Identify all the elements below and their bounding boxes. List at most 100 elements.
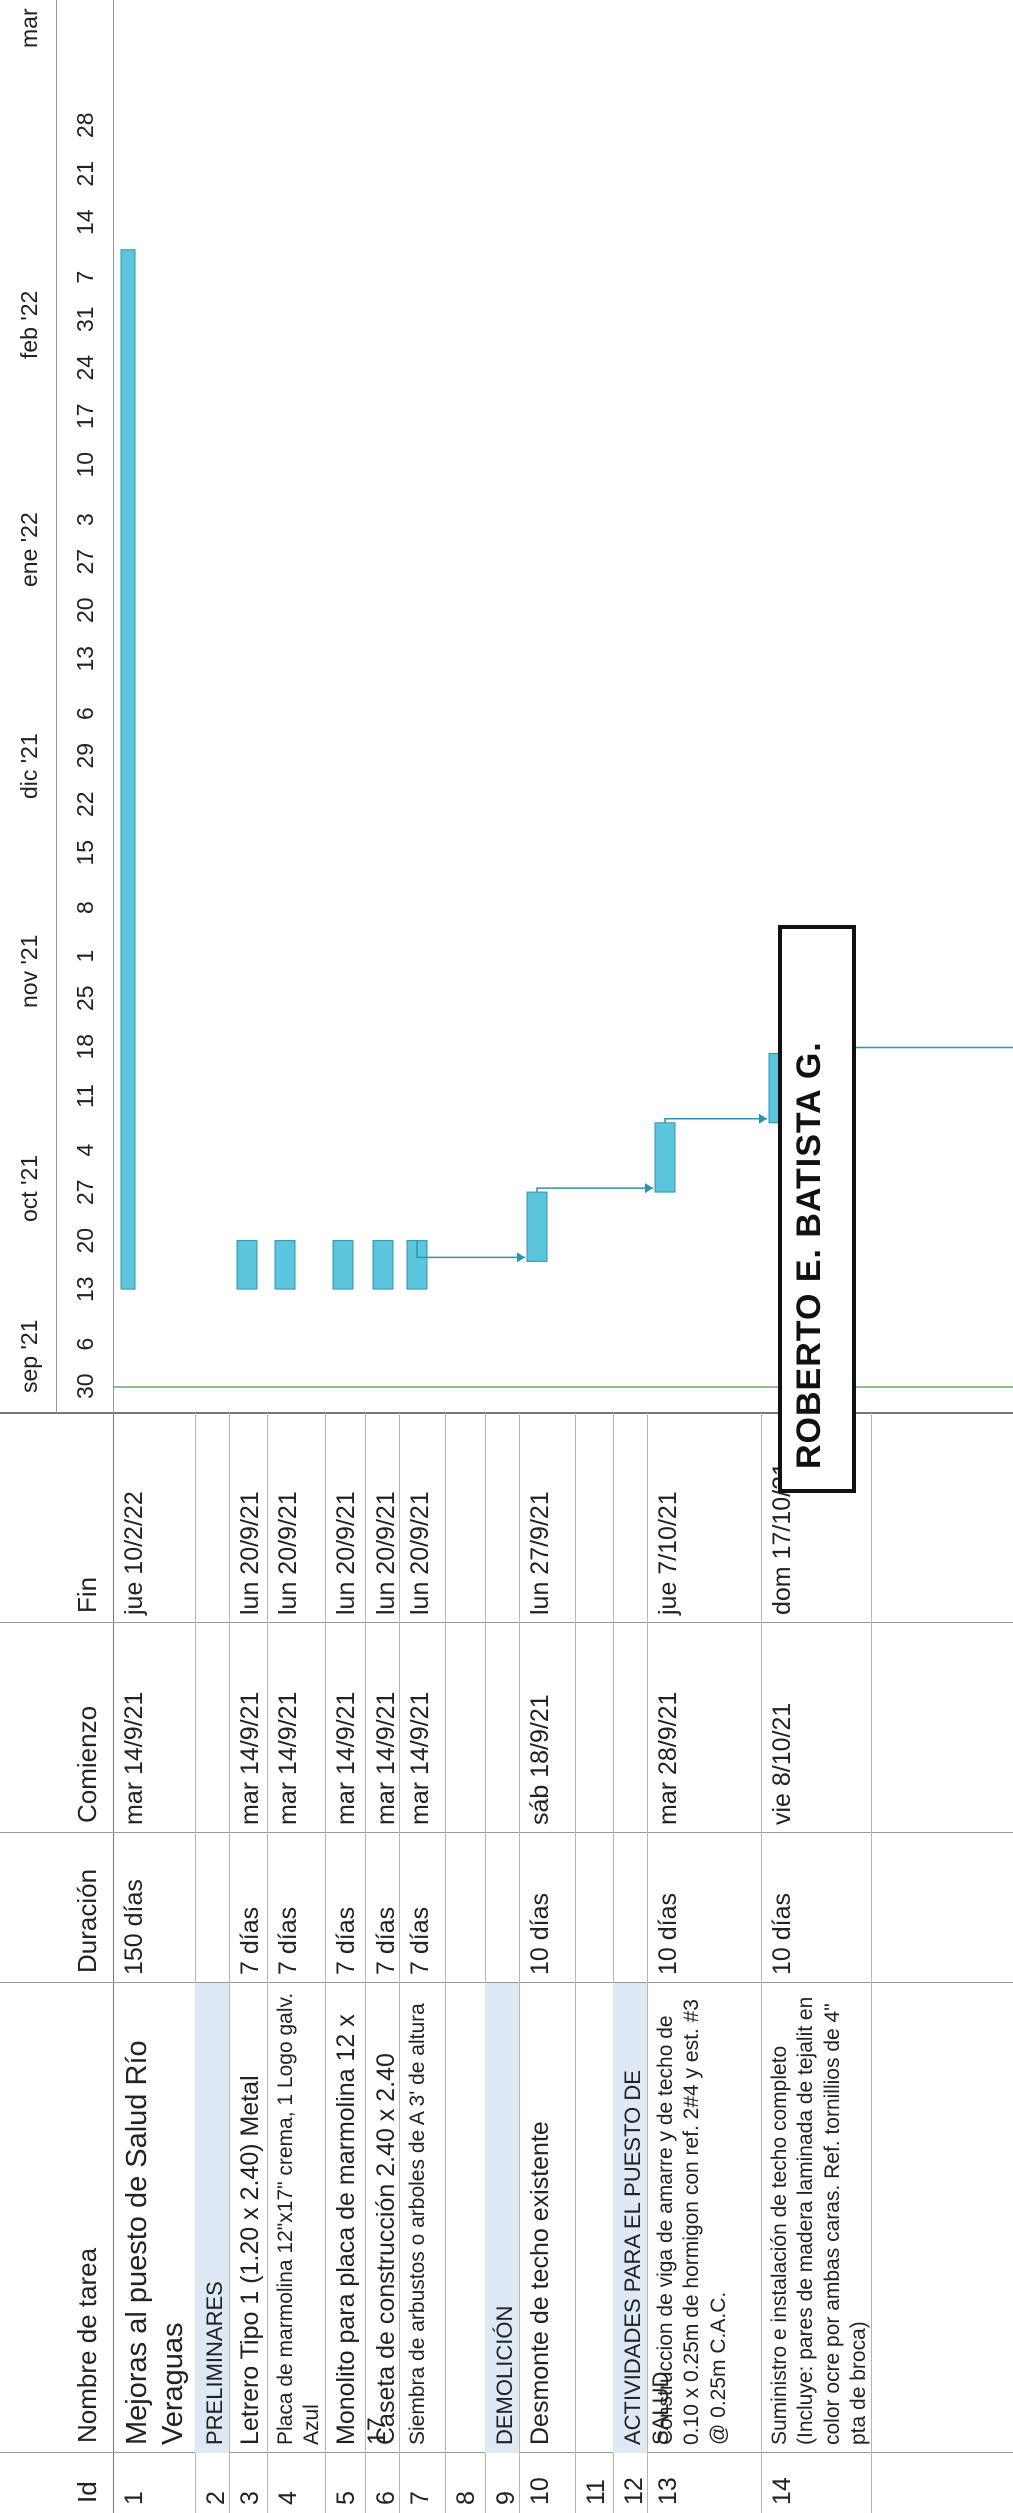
task-name: Letrero Tipo 1 (1.20 x 2.40) Metal — [236, 2075, 264, 2445]
table-row[interactable]: 5 Monolito para placa de marmolina 12 x 1… — [325, 1413, 392, 2513]
task-duration — [613, 1833, 647, 1983]
table-row[interactable]: 7 Siembra de arbustos o arboles de A 3' d… — [399, 1413, 446, 2513]
col-header-name[interactable]: Nombre de tarea — [0, 1983, 114, 2453]
task-finish: lun 20/9/21 — [332, 1491, 360, 1615]
dependency-arrowhead — [517, 1252, 525, 1263]
task-id: 5 — [332, 2491, 360, 2505]
task-name: Siembra de arbustos o arboles de A 3' de… — [406, 2003, 429, 2445]
table-row[interactable]: 1 Mejoras al puesto de Salud Río Veraguas… — [113, 1413, 196, 2513]
task-start — [575, 1623, 613, 1833]
task-name: Caseta de construcción 2.40 x 2.40 — [372, 2053, 400, 2445]
gantt-bar[interactable] — [236, 1240, 258, 1290]
gantt-bar[interactable] — [274, 1240, 296, 1290]
task-id: 7 — [406, 2491, 434, 2505]
task-id: 9 — [492, 2491, 520, 2505]
task-name: Monolito para placa de marmolina 12 x 17 — [332, 2014, 392, 2445]
col-header-duration[interactable]: Duración — [0, 1833, 114, 1983]
task-duration: 7 días — [406, 1906, 434, 1975]
task-table: Id Nombre de tarea Duración Comienzo Fin… — [0, 1412, 1013, 2513]
task-start: vie 8/10/21 — [768, 1702, 796, 1825]
task-start — [485, 1623, 519, 1833]
task-id: 2 — [202, 2491, 230, 2505]
task-start — [195, 1623, 229, 1833]
table-row[interactable]: 13 Construccion de viga de amarre y de te… — [647, 1413, 762, 2513]
task-finish: lun 20/9/21 — [406, 1491, 434, 1615]
task-name: Placa de marmolina 12"x17" crema, 1 Logo… — [274, 1992, 324, 2445]
dependency-arrow — [664, 1118, 767, 1123]
task-finish — [485, 1413, 519, 1623]
gantt-bar[interactable] — [372, 1240, 394, 1290]
task-duration — [485, 1833, 519, 1983]
task-id: 12 — [620, 2477, 648, 2505]
task-id: 10 — [526, 2477, 554, 2505]
table-row[interactable]: 11 — [575, 1413, 614, 2513]
col-header-finish[interactable]: Fin — [0, 1413, 114, 1623]
gantt-bar[interactable] — [120, 249, 136, 1290]
task-id: 14 — [768, 2477, 796, 2505]
gantt-bar[interactable] — [654, 1122, 676, 1193]
task-name — [575, 1983, 613, 2453]
task-start: sáb 18/9/21 — [526, 1694, 554, 1825]
gantt-bar[interactable] — [332, 1240, 354, 1290]
table-row[interactable]: 10 Desmonte de techo existente 10 días sáb … — [519, 1413, 576, 2513]
task-name: ACTIVIDADES PARA EL PUESTO DE SALUD — [613, 1983, 673, 2453]
table-row[interactable]: 14 Suministro e instalación de techo comp… — [761, 1413, 872, 2513]
gantt-chart: sep '21 oct '21 nov '21 dic '21 ene '22 feb '… — [0, 0, 1013, 1413]
task-start — [613, 1623, 647, 1833]
task-finish — [575, 1413, 613, 1623]
task-duration: 7 días — [274, 1906, 302, 1975]
task-id: 6 — [372, 2491, 400, 2505]
table-row[interactable]: 6 Caseta de construcción 2.40 x 2.40 7 día… — [365, 1413, 400, 2513]
task-finish: lun 20/9/21 — [372, 1491, 400, 1615]
task-start — [445, 1623, 485, 1833]
task-start: mar 14/9/21 — [274, 1691, 302, 1825]
task-finish: lun 20/9/21 — [236, 1491, 264, 1615]
task-id: 3 — [236, 2491, 264, 2505]
task-id: 4 — [274, 2491, 302, 2505]
table-row[interactable]: 12 ACTIVIDADES PARA EL PUESTO DE SALUD — [613, 1413, 673, 2513]
task-start: mar 28/9/21 — [654, 1691, 682, 1825]
task-finish — [613, 1413, 647, 1623]
task-duration: 150 días — [120, 1879, 148, 1975]
task-finish: lun 20/9/21 — [274, 1491, 302, 1615]
task-name — [445, 1983, 485, 2453]
task-id: 1 — [120, 2491, 148, 2505]
table-row[interactable]: 4 Placa de marmolina 12"x17" crema, 1 Log… — [267, 1413, 326, 2513]
task-duration: 10 días — [768, 1892, 796, 1975]
task-duration: 10 días — [654, 1892, 682, 1975]
col-header-start[interactable]: Comienzo — [0, 1623, 114, 1833]
task-start: mar 14/9/21 — [332, 1691, 360, 1825]
dependency-arrow — [536, 1187, 653, 1193]
dependency-arrowhead — [645, 1183, 653, 1194]
task-name: DEMOLICIÓN — [485, 1983, 519, 2453]
task-start: mar 14/9/21 — [406, 1691, 434, 1825]
table-row[interactable]: 9 DEMOLICIÓN — [485, 1413, 520, 2513]
gantt-bar[interactable] — [406, 1240, 428, 1290]
professional-stamp: ROBERTO E. BATISTA G. — [778, 925, 856, 1493]
dependency-arrow — [416, 1240, 525, 1259]
task-duration: 10 días — [526, 1892, 554, 1975]
table-row[interactable]: 3 Letrero Tipo 1 (1.20 x 2.40) Metal 7 día… — [229, 1413, 268, 2513]
task-duration — [575, 1833, 613, 1983]
task-finish — [445, 1413, 485, 1623]
task-duration: 7 días — [372, 1906, 400, 1975]
table-row[interactable]: 2 PRELIMINARES — [195, 1413, 230, 2513]
task-name: Construccion de viga de amarre y de tech… — [654, 1999, 730, 2445]
task-id: 13 — [654, 2477, 682, 2505]
task-duration: 7 días — [236, 1906, 264, 1975]
dependency-arrowhead — [759, 1113, 767, 1124]
task-start: mar 14/9/21 — [120, 1691, 148, 1825]
gantt-bars — [113, 249, 1013, 1388]
task-duration: 7 días — [332, 1906, 360, 1975]
col-header-id[interactable]: Id — [0, 2453, 114, 2513]
table-row[interactable]: 8 — [445, 1413, 486, 2513]
task-id: 8 — [452, 2491, 480, 2505]
task-duration — [445, 1833, 485, 1983]
task-start: mar 14/9/21 — [236, 1691, 264, 1825]
task-id: 11 — [582, 2479, 610, 2505]
task-finish: jue 10/2/22 — [120, 1491, 148, 1615]
task-name: Suministro e instalación de techo comple… — [768, 1996, 870, 2445]
task-finish — [195, 1413, 229, 1623]
gantt-bar[interactable] — [526, 1191, 548, 1262]
